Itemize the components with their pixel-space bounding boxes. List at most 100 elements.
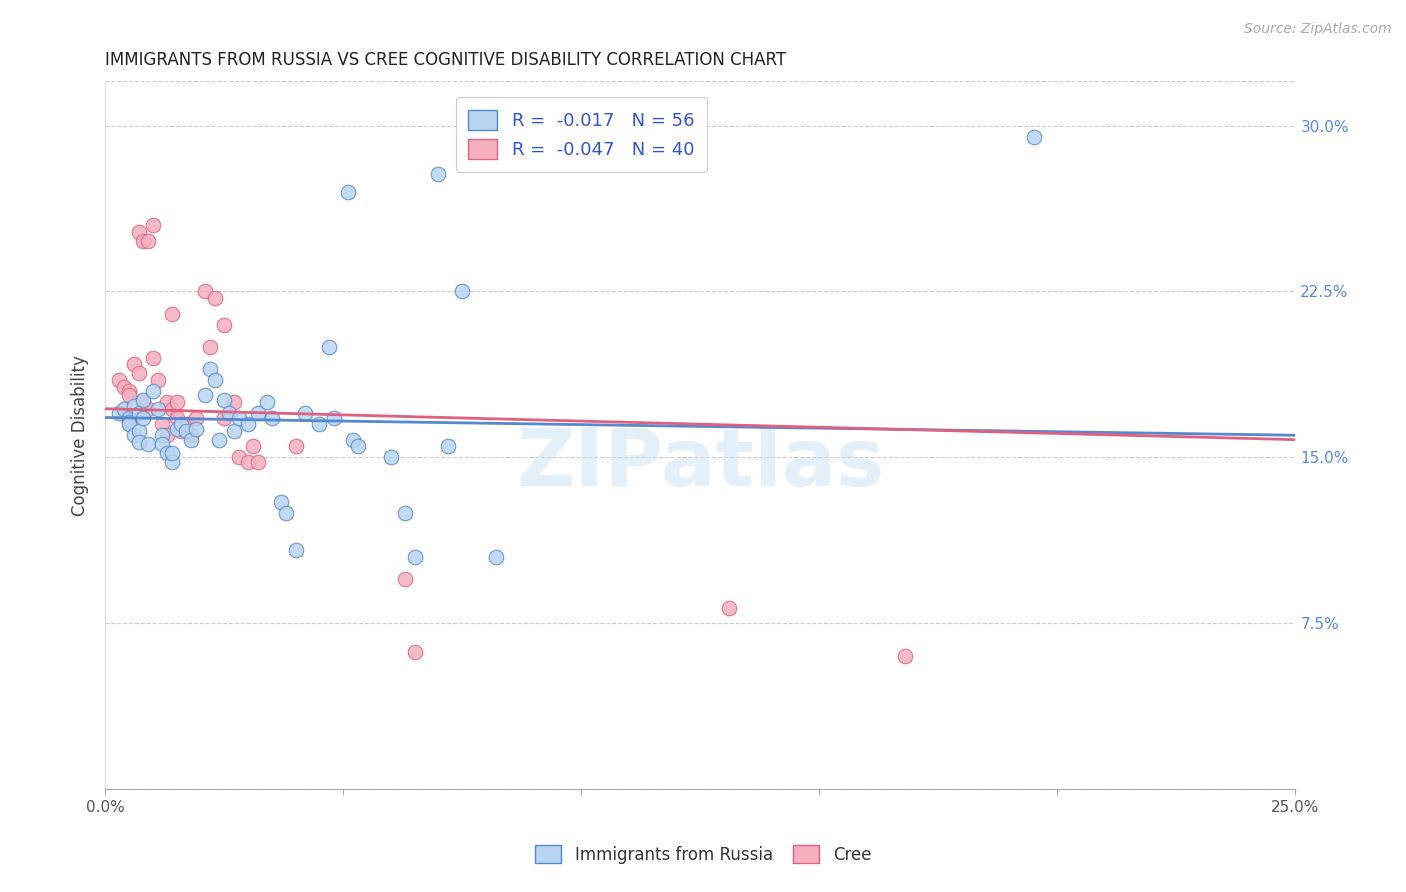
Point bbox=[404, 549, 426, 564]
Point bbox=[136, 437, 159, 451]
Point bbox=[160, 446, 183, 460]
Point bbox=[204, 291, 226, 305]
Point bbox=[170, 424, 193, 438]
Point bbox=[108, 373, 131, 387]
Point bbox=[156, 395, 179, 409]
Point bbox=[508, 129, 530, 144]
Point bbox=[194, 285, 217, 299]
Point bbox=[246, 406, 269, 420]
Point bbox=[122, 400, 145, 414]
Text: ZIPatlas: ZIPatlas bbox=[516, 425, 884, 502]
Point bbox=[212, 318, 235, 332]
Point bbox=[132, 395, 155, 409]
Point bbox=[166, 410, 188, 425]
Point bbox=[146, 401, 169, 416]
Point bbox=[242, 439, 264, 453]
Point bbox=[222, 424, 245, 438]
Legend: R =  -0.017   N = 56, R =  -0.047   N = 40: R = -0.017 N = 56, R = -0.047 N = 40 bbox=[456, 97, 707, 171]
Point bbox=[380, 450, 402, 465]
Point bbox=[118, 388, 141, 402]
Point bbox=[394, 506, 416, 520]
Point bbox=[160, 455, 183, 469]
Point bbox=[256, 395, 278, 409]
Point bbox=[128, 367, 150, 381]
Text: Source: ZipAtlas.com: Source: ZipAtlas.com bbox=[1244, 22, 1392, 37]
Point bbox=[346, 439, 368, 453]
Y-axis label: Cognitive Disability: Cognitive Disability bbox=[72, 355, 89, 516]
Point bbox=[170, 417, 193, 432]
Point bbox=[132, 234, 155, 248]
Point bbox=[1022, 129, 1045, 144]
Point bbox=[212, 410, 235, 425]
Point bbox=[894, 649, 917, 664]
Point bbox=[228, 450, 250, 465]
Point bbox=[318, 340, 340, 354]
Point bbox=[198, 340, 221, 354]
Point bbox=[132, 410, 155, 425]
Point bbox=[174, 417, 197, 432]
Point bbox=[337, 185, 360, 199]
Point bbox=[112, 379, 135, 393]
Point bbox=[160, 401, 183, 416]
Point bbox=[236, 417, 259, 432]
Point bbox=[294, 406, 316, 420]
Point bbox=[308, 417, 330, 432]
Point bbox=[194, 388, 217, 402]
Point bbox=[212, 392, 235, 407]
Point bbox=[284, 439, 307, 453]
Point bbox=[228, 410, 250, 425]
Point bbox=[128, 424, 150, 438]
Point bbox=[132, 392, 155, 407]
Point bbox=[174, 424, 197, 438]
Point bbox=[218, 406, 240, 420]
Point bbox=[270, 494, 292, 508]
Point bbox=[118, 410, 141, 425]
Point bbox=[142, 384, 165, 398]
Point bbox=[204, 373, 226, 387]
Point bbox=[142, 218, 165, 232]
Point bbox=[118, 415, 141, 429]
Point bbox=[156, 428, 179, 442]
Text: IMMIGRANTS FROM RUSSIA VS CREE COGNITIVE DISABILITY CORRELATION CHART: IMMIGRANTS FROM RUSSIA VS CREE COGNITIVE… bbox=[105, 51, 786, 69]
Point bbox=[180, 428, 202, 442]
Point bbox=[112, 401, 135, 416]
Point bbox=[236, 455, 259, 469]
Point bbox=[484, 549, 506, 564]
Legend: Immigrants from Russia, Cree: Immigrants from Russia, Cree bbox=[529, 838, 877, 871]
Point bbox=[404, 645, 426, 659]
Point bbox=[166, 395, 188, 409]
Point bbox=[184, 422, 207, 436]
Point bbox=[394, 572, 416, 586]
Point bbox=[284, 543, 307, 558]
Point bbox=[150, 428, 173, 442]
Point bbox=[136, 234, 159, 248]
Point bbox=[717, 600, 740, 615]
Point bbox=[222, 395, 245, 409]
Point bbox=[150, 437, 173, 451]
Point bbox=[118, 384, 141, 398]
Point bbox=[122, 358, 145, 372]
Point bbox=[451, 285, 474, 299]
Point bbox=[184, 410, 207, 425]
Point bbox=[198, 362, 221, 376]
Point bbox=[122, 428, 145, 442]
Point bbox=[128, 225, 150, 239]
Point bbox=[128, 406, 150, 420]
Point bbox=[150, 417, 173, 432]
Point bbox=[146, 373, 169, 387]
Point bbox=[118, 417, 141, 432]
Point bbox=[166, 422, 188, 436]
Point bbox=[142, 351, 165, 365]
Point bbox=[437, 439, 460, 453]
Point bbox=[156, 446, 179, 460]
Point bbox=[160, 307, 183, 321]
Point bbox=[180, 433, 202, 447]
Point bbox=[208, 433, 231, 447]
Point bbox=[136, 401, 159, 416]
Point bbox=[427, 167, 450, 181]
Point bbox=[260, 410, 283, 425]
Point bbox=[128, 434, 150, 449]
Point bbox=[276, 506, 298, 520]
Point bbox=[342, 433, 364, 447]
Point bbox=[246, 455, 269, 469]
